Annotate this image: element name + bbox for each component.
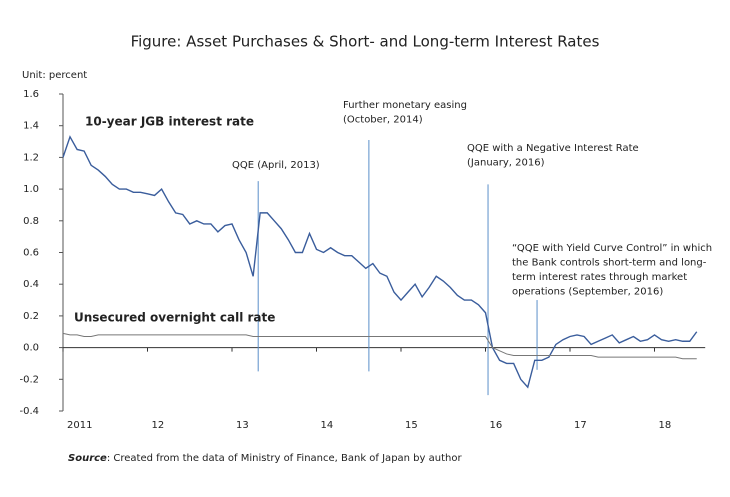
annotation: QQE (April, 2013) [232,160,320,171]
annotation-line: operations (September, 2016) [512,287,663,298]
series-line [62,332,697,360]
annotation-line: (January, 2016) [467,158,545,169]
y-tick-label: 1.0 [23,184,39,195]
y-tick-label: -0.2 [19,374,39,385]
x-tick-label: 15 [405,420,418,431]
y-tick-label: 1.2 [23,152,39,163]
annotation-line: QQE (April, 2013) [232,160,320,171]
x-tick-label: 14 [321,420,334,431]
source-label: Source [68,453,107,464]
annotation-line: “QQE with Yield Curve Control” in which [512,243,712,254]
y-tick-label: 0.4 [23,279,39,290]
annotation-line: QQE with a Negative Interest Rate [467,143,639,154]
annotation: “QQE with Yield Curve Control” in which t… [512,243,712,298]
annotation-line: (October, 2014) [343,115,423,126]
legend-label: Unsecured overnight call rate [74,311,275,325]
y-tick-label: 0.6 [23,248,39,259]
legend-label: 10-year JGB interest rate [85,115,254,129]
y-tick-label: -0.4 [19,406,39,417]
x-tick-label: 12 [152,420,165,431]
annotation-line: term interest rates through market [512,272,687,283]
annotation-line: Further monetary easing [343,100,467,111]
unit-label: Unit: percent [22,70,87,81]
source: Source: Created from the data of Ministr… [68,453,462,464]
y-tick-label: 1.6 [23,89,39,100]
chart-title: Figure: Asset Purchases & Short- and Lon… [131,33,600,51]
x-tick-label: 18 [659,420,672,431]
y-tick-label: 0.2 [23,311,39,322]
y-tick-label: 0.8 [23,216,39,227]
x-tick-label: 17 [574,420,587,431]
source-text: : Created from the data of Ministry of F… [107,453,463,464]
x-tick-label: 13 [236,420,249,431]
y-tick-label: 1.4 [23,121,39,132]
x-tick-label: 16 [490,420,503,431]
series-line [62,135,698,389]
x-tick-label: 2011 [67,420,92,431]
annotation-line: the Bank controls short-term and long- [512,258,707,269]
annotation: Further monetary easing (October, 2014) [343,100,467,126]
y-tick-label: 0.0 [23,343,39,354]
annotation: QQE with a Negative Interest Rate (Januar… [467,143,639,169]
